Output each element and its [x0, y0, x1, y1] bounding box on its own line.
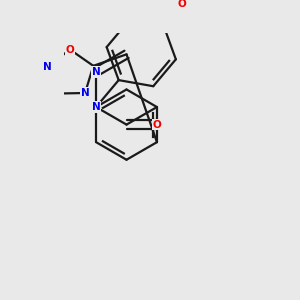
Text: N: N	[92, 102, 100, 112]
Text: N: N	[92, 67, 100, 77]
Text: N: N	[81, 88, 89, 98]
Text: N: N	[43, 62, 52, 72]
Text: O: O	[153, 120, 162, 130]
Text: O: O	[66, 45, 74, 55]
Text: O: O	[178, 0, 187, 9]
